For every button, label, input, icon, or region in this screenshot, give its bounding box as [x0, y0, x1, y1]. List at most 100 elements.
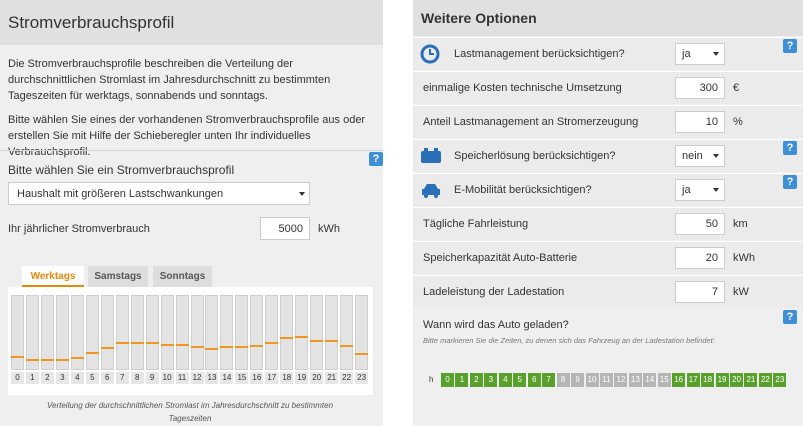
charging-hour[interactable]: 2 [469, 373, 483, 387]
help-icon[interactable]: ? [783, 39, 797, 53]
slider-track[interactable] [175, 295, 189, 370]
slider-level [85, 351, 99, 354]
slider-track[interactable] [295, 295, 309, 370]
option-label: E-Mobilität berücksichtigen? [454, 184, 592, 196]
charging-hour[interactable]: 21 [744, 373, 758, 387]
help-icon[interactable]: ? [783, 310, 797, 324]
slider-track[interactable] [11, 295, 24, 370]
slider-level [340, 345, 354, 347]
slider-track[interactable] [355, 295, 369, 370]
hour-label: 14 [220, 372, 234, 384]
option-row [413, 173, 803, 206]
charging-hour[interactable]: 12 [614, 373, 628, 387]
option-input[interactable]: 300 [675, 77, 725, 99]
option-select[interactable]: nein [675, 145, 725, 167]
hour-label: 1 [25, 372, 39, 384]
charging-hour[interactable]: 17 [686, 373, 700, 387]
slider-level [295, 336, 309, 338]
option-input[interactable]: 7 [675, 281, 725, 303]
option-label: einmalige Kosten technische Umsetzung [423, 82, 622, 94]
charging-hour[interactable]: 6 [527, 373, 541, 387]
option-input[interactable]: 10 [675, 111, 725, 133]
consumption-input[interactable]: 5000 [260, 217, 310, 240]
option-input[interactable]: 50 [675, 213, 725, 235]
charging-hour[interactable]: 11 [599, 373, 613, 387]
option-row [413, 37, 803, 70]
charging-hour[interactable]: 13 [628, 373, 642, 387]
slider-track[interactable] [235, 295, 249, 370]
option-row [413, 207, 803, 240]
slider-track[interactable] [265, 295, 279, 370]
slider-track[interactable] [205, 295, 219, 370]
charging-hour[interactable]: 0 [441, 373, 454, 387]
unit: kWh [733, 252, 755, 264]
slider-track[interactable] [40, 295, 54, 370]
left-title: Stromverbrauchsprofil [0, 0, 383, 45]
slider-level [11, 356, 24, 359]
help-icon[interactable]: ? [369, 152, 383, 166]
charging-hour[interactable]: 22 [758, 373, 772, 387]
slider-track[interactable] [280, 295, 294, 370]
unit: kW [733, 286, 749, 298]
tab[interactable]: Werktags [22, 266, 84, 287]
slider-track[interactable] [70, 295, 84, 370]
slider-track[interactable] [25, 295, 39, 370]
charging-hour[interactable]: 16 [672, 373, 686, 387]
hour-label: 22 [340, 372, 354, 384]
slider-track[interactable] [115, 295, 129, 370]
slider-track[interactable] [100, 295, 114, 370]
option-row [413, 105, 803, 138]
slider-track[interactable] [310, 295, 324, 370]
slider-track[interactable] [325, 295, 339, 370]
hour-label: 18 [280, 372, 294, 384]
slider-level [25, 359, 39, 362]
chart-caption: Verteilung der durchschnittlichen Stroml… [46, 401, 334, 423]
charging-hour[interactable]: 18 [701, 373, 715, 387]
hour-label: 3 [55, 372, 69, 384]
charging-hour[interactable]: 1 [455, 373, 469, 387]
charging-hour[interactable]: 19 [715, 373, 729, 387]
slider-track[interactable] [55, 295, 69, 370]
hour-label: 23 [355, 372, 369, 384]
option-label: Speicherlösung berücksichtigen? [454, 150, 616, 162]
charging-hour[interactable]: 5 [513, 373, 527, 387]
option-icon [420, 146, 442, 166]
slider-track[interactable] [190, 295, 204, 370]
charging-hour[interactable]: 15 [657, 373, 671, 387]
option-select[interactable]: ja [675, 43, 725, 65]
profile-select[interactable]: Haushalt mit größeren Lastschwankungen [8, 182, 310, 205]
option-input[interactable]: 20 [675, 247, 725, 269]
slider-track[interactable] [160, 295, 174, 370]
charging-hour[interactable]: 23 [773, 373, 787, 387]
option-label: Ladeleistung der Ladestation [423, 286, 565, 298]
unit: kWh [318, 223, 340, 235]
tab[interactable]: Samstags [88, 266, 148, 287]
charging-hour[interactable]: 9 [571, 373, 585, 387]
hour-label: 12 [190, 372, 204, 384]
charging-hour[interactable]: 3 [484, 373, 498, 387]
hour-label: 6 [100, 372, 114, 384]
slider-track[interactable] [130, 295, 144, 370]
charging-hour[interactable]: 4 [498, 373, 512, 387]
slider-track[interactable] [340, 295, 354, 370]
tab[interactable]: Sonntags [153, 266, 212, 287]
intro-text: Bitte wählen Sie eines der vorhandenen S… [8, 114, 366, 158]
charging-hour[interactable]: 8 [556, 373, 570, 387]
charging-question: Wann wird das Auto geladen? [423, 319, 569, 331]
charging-hour[interactable]: 10 [585, 373, 599, 387]
slider-track[interactable] [250, 295, 264, 370]
slider-track[interactable] [220, 295, 234, 370]
slider-track[interactable] [145, 295, 159, 370]
help-icon[interactable]: ? [783, 141, 797, 155]
option-row [413, 241, 803, 274]
charging-hour[interactable]: 20 [730, 373, 743, 387]
help-icon[interactable]: ? [783, 175, 797, 189]
slider-level [40, 359, 54, 362]
option-select[interactable]: ja [675, 179, 725, 201]
charging-hour[interactable]: 7 [542, 373, 556, 387]
slider-track[interactable] [85, 295, 99, 370]
hour-label: 8 [130, 372, 144, 384]
slider-level [310, 339, 324, 342]
charging-hour[interactable]: 14 [643, 373, 657, 387]
